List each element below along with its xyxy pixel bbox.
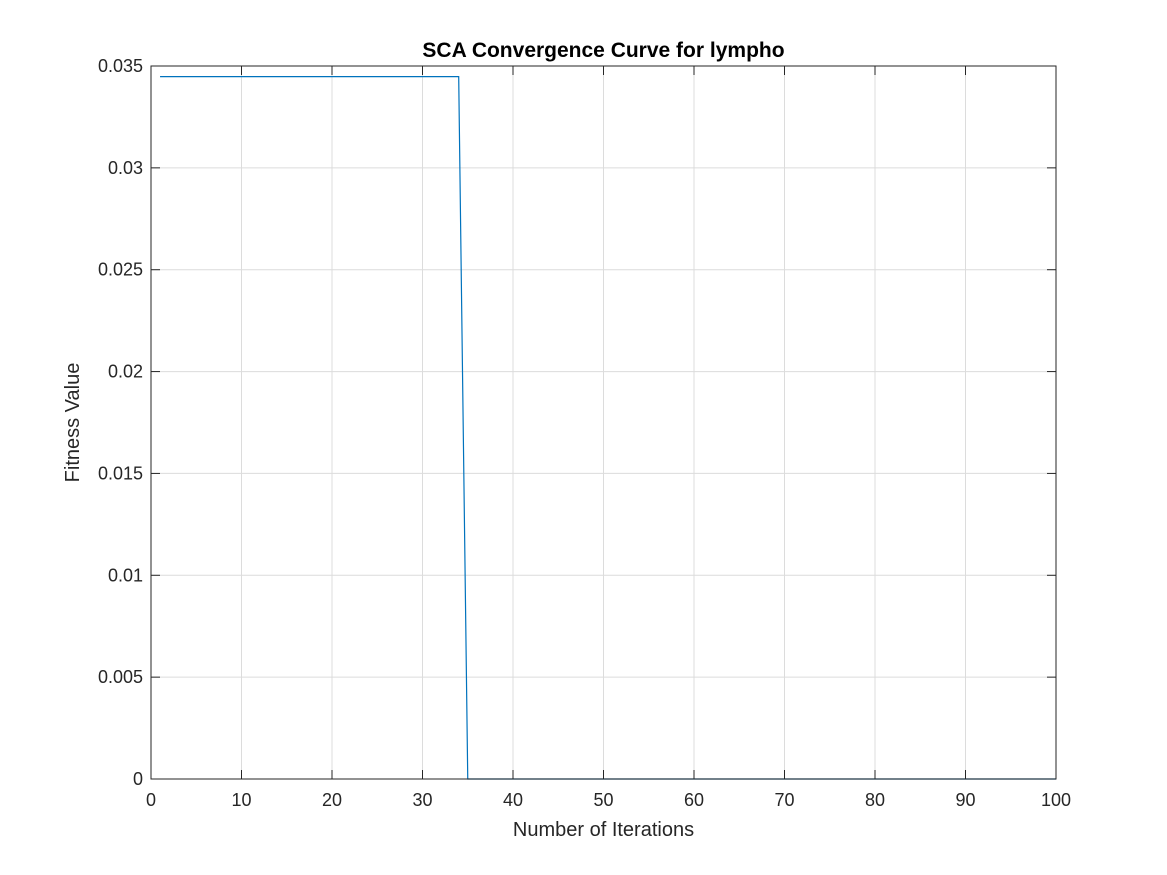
x-tick-label: 30 — [412, 790, 432, 810]
y-tick-label: 0.025 — [98, 260, 143, 280]
y-tick-label: 0.01 — [108, 565, 143, 585]
y-tick-label: 0.015 — [98, 463, 143, 483]
x-tick-label: 60 — [684, 790, 704, 810]
chart-title: SCA Convergence Curve for lympho — [422, 39, 784, 62]
x-tick-label: 80 — [865, 790, 885, 810]
y-tick-label: 0 — [133, 769, 143, 789]
x-tick-label: 10 — [231, 790, 251, 810]
x-tick-label: 40 — [503, 790, 523, 810]
x-tick-label: 20 — [322, 790, 342, 810]
x-tick-label: 90 — [955, 790, 975, 810]
series-layer — [160, 75, 1056, 780]
grid — [151, 66, 1056, 779]
ticks: 0 10 20 30 40 50 60 70 80 90 100 0 0.005 0.01 0.015 0.0… — [98, 56, 1071, 810]
y-tick-label: 0.035 — [98, 56, 143, 76]
x-tick-label: 100 — [1041, 790, 1071, 810]
x-tick-label: 70 — [774, 790, 794, 810]
x-axis-label: Number of Iterations — [513, 819, 694, 841]
series-line — [160, 75, 1056, 780]
y-tick-label: 0.03 — [108, 158, 143, 178]
y-tick-label: 0.005 — [98, 667, 143, 687]
y-axis-label: Fitness Value — [62, 363, 84, 483]
y-tick-label: 0.02 — [108, 362, 143, 382]
x-tick-label: 0 — [146, 790, 156, 810]
x-tick-label: 50 — [593, 790, 613, 810]
